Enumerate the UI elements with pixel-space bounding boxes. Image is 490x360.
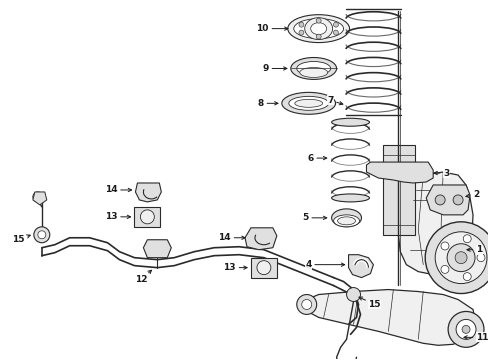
Text: 15: 15 [359,297,381,309]
Text: 14: 14 [105,185,132,194]
Ellipse shape [332,209,362,227]
Ellipse shape [289,96,329,110]
Ellipse shape [305,18,333,40]
Circle shape [447,244,475,271]
Circle shape [455,252,467,264]
Circle shape [441,242,449,250]
Circle shape [316,18,321,23]
Text: 5: 5 [302,213,327,222]
Text: 2: 2 [466,190,479,199]
Ellipse shape [311,23,327,35]
Circle shape [302,300,312,310]
Text: 13: 13 [105,212,130,221]
Circle shape [316,34,321,39]
Ellipse shape [332,194,369,202]
Circle shape [38,231,46,239]
Circle shape [425,222,490,293]
Circle shape [477,254,485,262]
Bar [251,258,277,278]
Text: 13: 13 [223,263,247,272]
Polygon shape [245,228,277,250]
Circle shape [435,195,445,205]
Ellipse shape [297,62,331,76]
Text: 9: 9 [263,64,287,73]
Circle shape [453,195,463,205]
Polygon shape [144,240,172,258]
Circle shape [435,232,487,284]
Circle shape [441,265,449,273]
Text: 10: 10 [256,24,288,33]
Circle shape [297,294,317,314]
Text: 15: 15 [12,235,30,244]
Text: 1: 1 [467,245,482,254]
Text: 6: 6 [307,154,327,163]
Circle shape [333,30,339,35]
Ellipse shape [334,215,360,227]
Ellipse shape [332,118,369,126]
Polygon shape [367,162,433,183]
Circle shape [257,261,271,275]
Text: 4: 4 [305,260,344,269]
Polygon shape [33,192,47,205]
Text: 7: 7 [327,96,343,105]
Ellipse shape [291,58,337,80]
Circle shape [346,288,361,301]
Circle shape [462,325,470,333]
Polygon shape [135,183,161,202]
Ellipse shape [294,19,343,39]
Circle shape [141,210,154,224]
Text: 3: 3 [434,168,449,177]
Ellipse shape [295,99,322,107]
Circle shape [333,22,339,27]
Ellipse shape [300,67,328,77]
Circle shape [34,227,50,243]
Circle shape [463,235,471,243]
Circle shape [448,311,484,347]
Circle shape [299,30,304,35]
Polygon shape [426,185,470,215]
Bar [383,145,415,235]
Ellipse shape [288,15,349,42]
Circle shape [33,192,43,202]
Text: 12: 12 [135,270,151,284]
Polygon shape [398,172,473,275]
Circle shape [456,319,476,339]
Ellipse shape [338,217,356,225]
Text: 11: 11 [464,333,489,342]
Text: 8: 8 [258,99,278,108]
Bar [134,207,160,227]
Ellipse shape [282,93,336,114]
Circle shape [299,22,304,27]
Circle shape [463,273,471,280]
Polygon shape [348,255,373,278]
Text: 14: 14 [219,233,245,242]
Polygon shape [304,289,476,345]
